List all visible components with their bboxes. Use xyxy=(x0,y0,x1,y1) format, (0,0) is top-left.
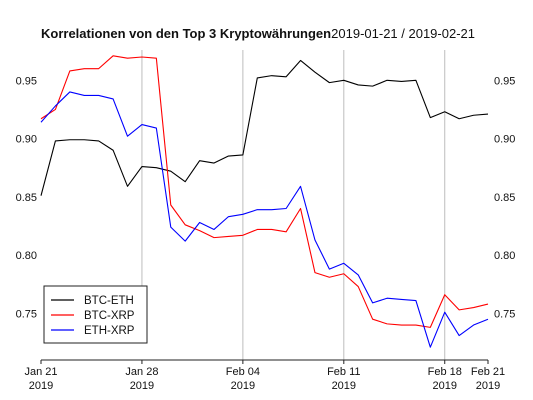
x-tick-label-feb-11: Feb 11 xyxy=(327,366,360,378)
y-tick-right-0.75: 0.75 xyxy=(494,308,515,320)
x-tick-year-feb-04: 2019 xyxy=(231,380,255,392)
legend-label-btc-eth: BTC-ETH xyxy=(84,295,134,307)
grid xyxy=(141,50,446,360)
axes: Jan 21 2019 Jan 28 2019 Feb 04 2019 Feb 11 2019… xyxy=(16,75,516,392)
y-tick-left-0.80: 0.80 xyxy=(16,250,37,262)
series-line-btc-xrp xyxy=(40,55,489,328)
x-tick-label-feb-21: Feb 21 xyxy=(471,366,505,378)
x-tick-year-feb-11: 2019 xyxy=(332,380,356,392)
x-tick-label-feb-18: Feb 18 xyxy=(428,366,462,378)
chart-subtitle: 2019-01-21 / 2019-02-21 xyxy=(331,26,475,41)
x-tick-label-feb-04: Feb 04 xyxy=(226,366,260,378)
series-line-eth-xrp xyxy=(40,91,489,348)
y-tick-left-0.95: 0.95 xyxy=(16,75,37,87)
x-tick-year-feb-18: 2019 xyxy=(432,380,456,392)
x-tick-year-jan-21: 2019 xyxy=(29,380,53,392)
legend-label-eth-xrp: ETH-XRP xyxy=(84,325,135,337)
y-tick-right-0.85: 0.85 xyxy=(494,192,515,204)
y-tick-left-0.85: 0.85 xyxy=(16,192,37,204)
legend: BTC-ETH BTC-XRP ETH-XRP xyxy=(43,285,148,344)
y-tick-left-0.75: 0.75 xyxy=(16,308,37,320)
x-tick-year-jan-28: 2019 xyxy=(130,380,154,392)
series-line-btc-eth xyxy=(40,59,489,196)
y-tick-left-0.90: 0.90 xyxy=(16,134,37,146)
chart-title: Korrelationen von den Top 3 Kryptowährun… xyxy=(41,26,331,41)
x-tick-label-jan-21: Jan 21 xyxy=(24,366,57,378)
series-lines xyxy=(40,55,489,348)
y-tick-right-0.90: 0.90 xyxy=(494,134,515,146)
y-tick-right-0.95: 0.95 xyxy=(494,75,515,87)
legend-label-btc-xrp: BTC-XRP xyxy=(84,310,135,322)
x-tick-year-feb-21: 2019 xyxy=(476,380,500,392)
y-tick-right-0.80: 0.80 xyxy=(494,250,515,262)
x-tick-label-jan-28: Jan 28 xyxy=(125,366,158,378)
